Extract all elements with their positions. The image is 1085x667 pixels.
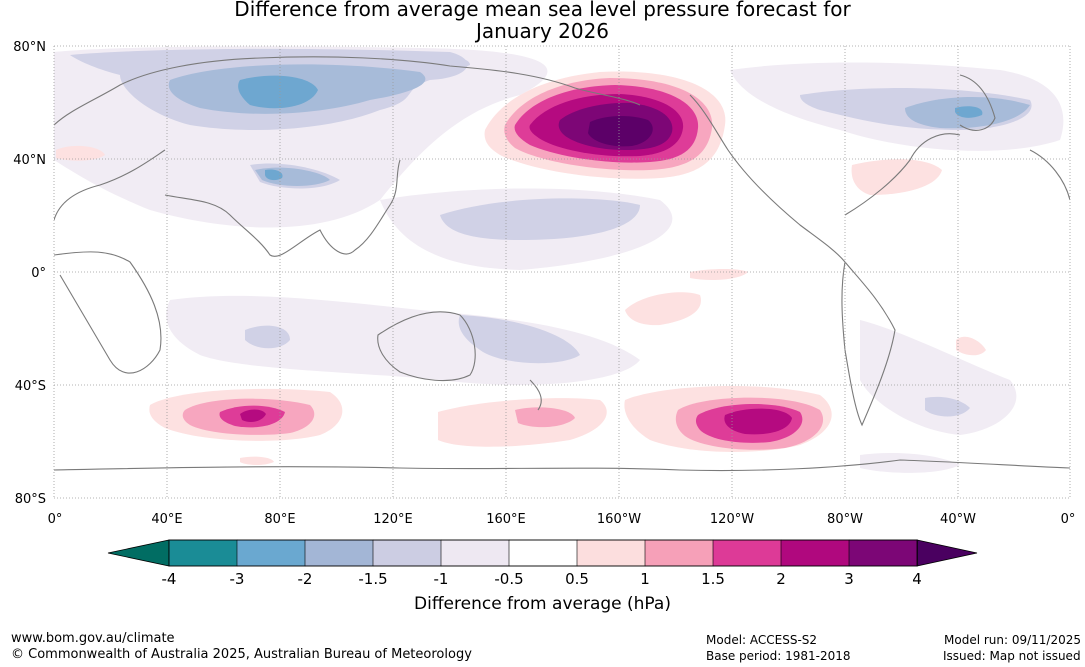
lon-label: 0° <box>48 512 63 527</box>
latitude-labels: 80°N 40°N 0° 40°S 80°S <box>13 40 46 507</box>
coastline-europe-east <box>1029 149 1070 201</box>
footer-issued: Issued: Map not issued <box>943 649 1081 663</box>
lon-label: 40°W <box>940 512 976 527</box>
footer-website: www.bom.gov.au/climate <box>11 631 175 646</box>
colorbar-segment <box>712 539 782 567</box>
colorbar: -4 -3 -2 -1.5 -1 -0.5 0.5 1 1.5 2 3 4 <box>107 539 978 588</box>
colorbar-segment <box>644 539 714 567</box>
colorbar-tick-label: -4 <box>162 570 177 588</box>
colorbar-tick-label: 1 <box>640 570 650 588</box>
coastline-europe-west <box>54 149 166 221</box>
colorbar-tick-label: -0.5 <box>494 570 523 588</box>
coastline-south-asia <box>164 159 401 257</box>
lat-label: 40°N <box>13 153 46 168</box>
footer-model-run: Model run: 09/11/2025 <box>944 633 1082 647</box>
colorbar-under-arrow <box>107 539 170 567</box>
coastline-antarctica <box>54 459 1070 472</box>
colorbar-segment <box>304 539 374 567</box>
lon-label: 0° <box>1061 512 1076 527</box>
colorbar-segment <box>168 539 238 567</box>
colorbar-title: Difference from average (hPa) <box>414 594 671 614</box>
colorbar-tick-label: 1.5 <box>701 570 725 588</box>
coastline-north-america-west <box>689 94 846 263</box>
coastline-south-america <box>841 261 896 427</box>
colorbar-over-arrow <box>916 539 978 567</box>
coastlines <box>54 56 1070 472</box>
lat-label: 0° <box>31 266 46 281</box>
colorbar-tick-label: -1 <box>434 570 449 588</box>
lon-label: 160°W <box>597 512 641 527</box>
lat-label: 40°S <box>15 379 46 394</box>
colorbar-segment <box>780 539 850 567</box>
coastline-eurasia-north <box>54 56 641 126</box>
colorbar-segment <box>576 539 646 567</box>
anomaly-field <box>54 46 1070 473</box>
footer-base-period: Base period: 1981-2018 <box>706 649 851 663</box>
colorbar-segment <box>372 539 442 567</box>
lon-label: 120°W <box>710 512 754 527</box>
lon-label: 80°E <box>264 512 295 527</box>
map-title-line2: January 2026 <box>475 19 610 43</box>
anomaly-very-strong-negative-areas <box>238 75 983 181</box>
map-title-line1: Difference from average mean sea level p… <box>234 0 851 21</box>
coastline-australia <box>377 311 476 382</box>
colorbar-tick-label: 0.5 <box>565 570 589 588</box>
gridlines <box>53 45 1071 499</box>
colorbar-tick-label: -1.5 <box>358 570 387 588</box>
longitude-labels: 0° 40°E 80°E 120°E 160°E 160°W 120°W 80°… <box>48 512 1076 527</box>
coastline-new-zealand <box>529 379 542 411</box>
coastline-greenland <box>959 74 996 131</box>
colorbar-tick-label: 2 <box>776 570 786 588</box>
footer-model: Model: ACCESS-S2 <box>706 633 818 647</box>
colorbar-segment <box>848 539 918 567</box>
lat-label: 80°S <box>15 492 46 507</box>
colorbar-segment <box>236 539 306 567</box>
colorbar-tick-label: -3 <box>230 570 245 588</box>
lon-label: 120°E <box>373 512 413 527</box>
lon-label: 40°E <box>151 512 182 527</box>
anomaly-maximum-positive-areas <box>588 116 653 147</box>
colorbar-tick-label: 4 <box>912 570 922 588</box>
colorbar-segment <box>440 539 510 567</box>
coastline-africa <box>54 251 162 374</box>
colorbar-tick-label: 3 <box>844 570 854 588</box>
lon-label: 160°E <box>486 512 526 527</box>
coastline-north-america-east <box>844 133 961 216</box>
lat-label: 80°N <box>13 40 46 55</box>
colorbar-segment <box>508 539 578 567</box>
lon-label: 80°W <box>827 512 863 527</box>
footer-copyright: © Commonwealth of Australia 2025, Austra… <box>11 647 472 662</box>
colorbar-tick-label: -2 <box>298 570 313 588</box>
